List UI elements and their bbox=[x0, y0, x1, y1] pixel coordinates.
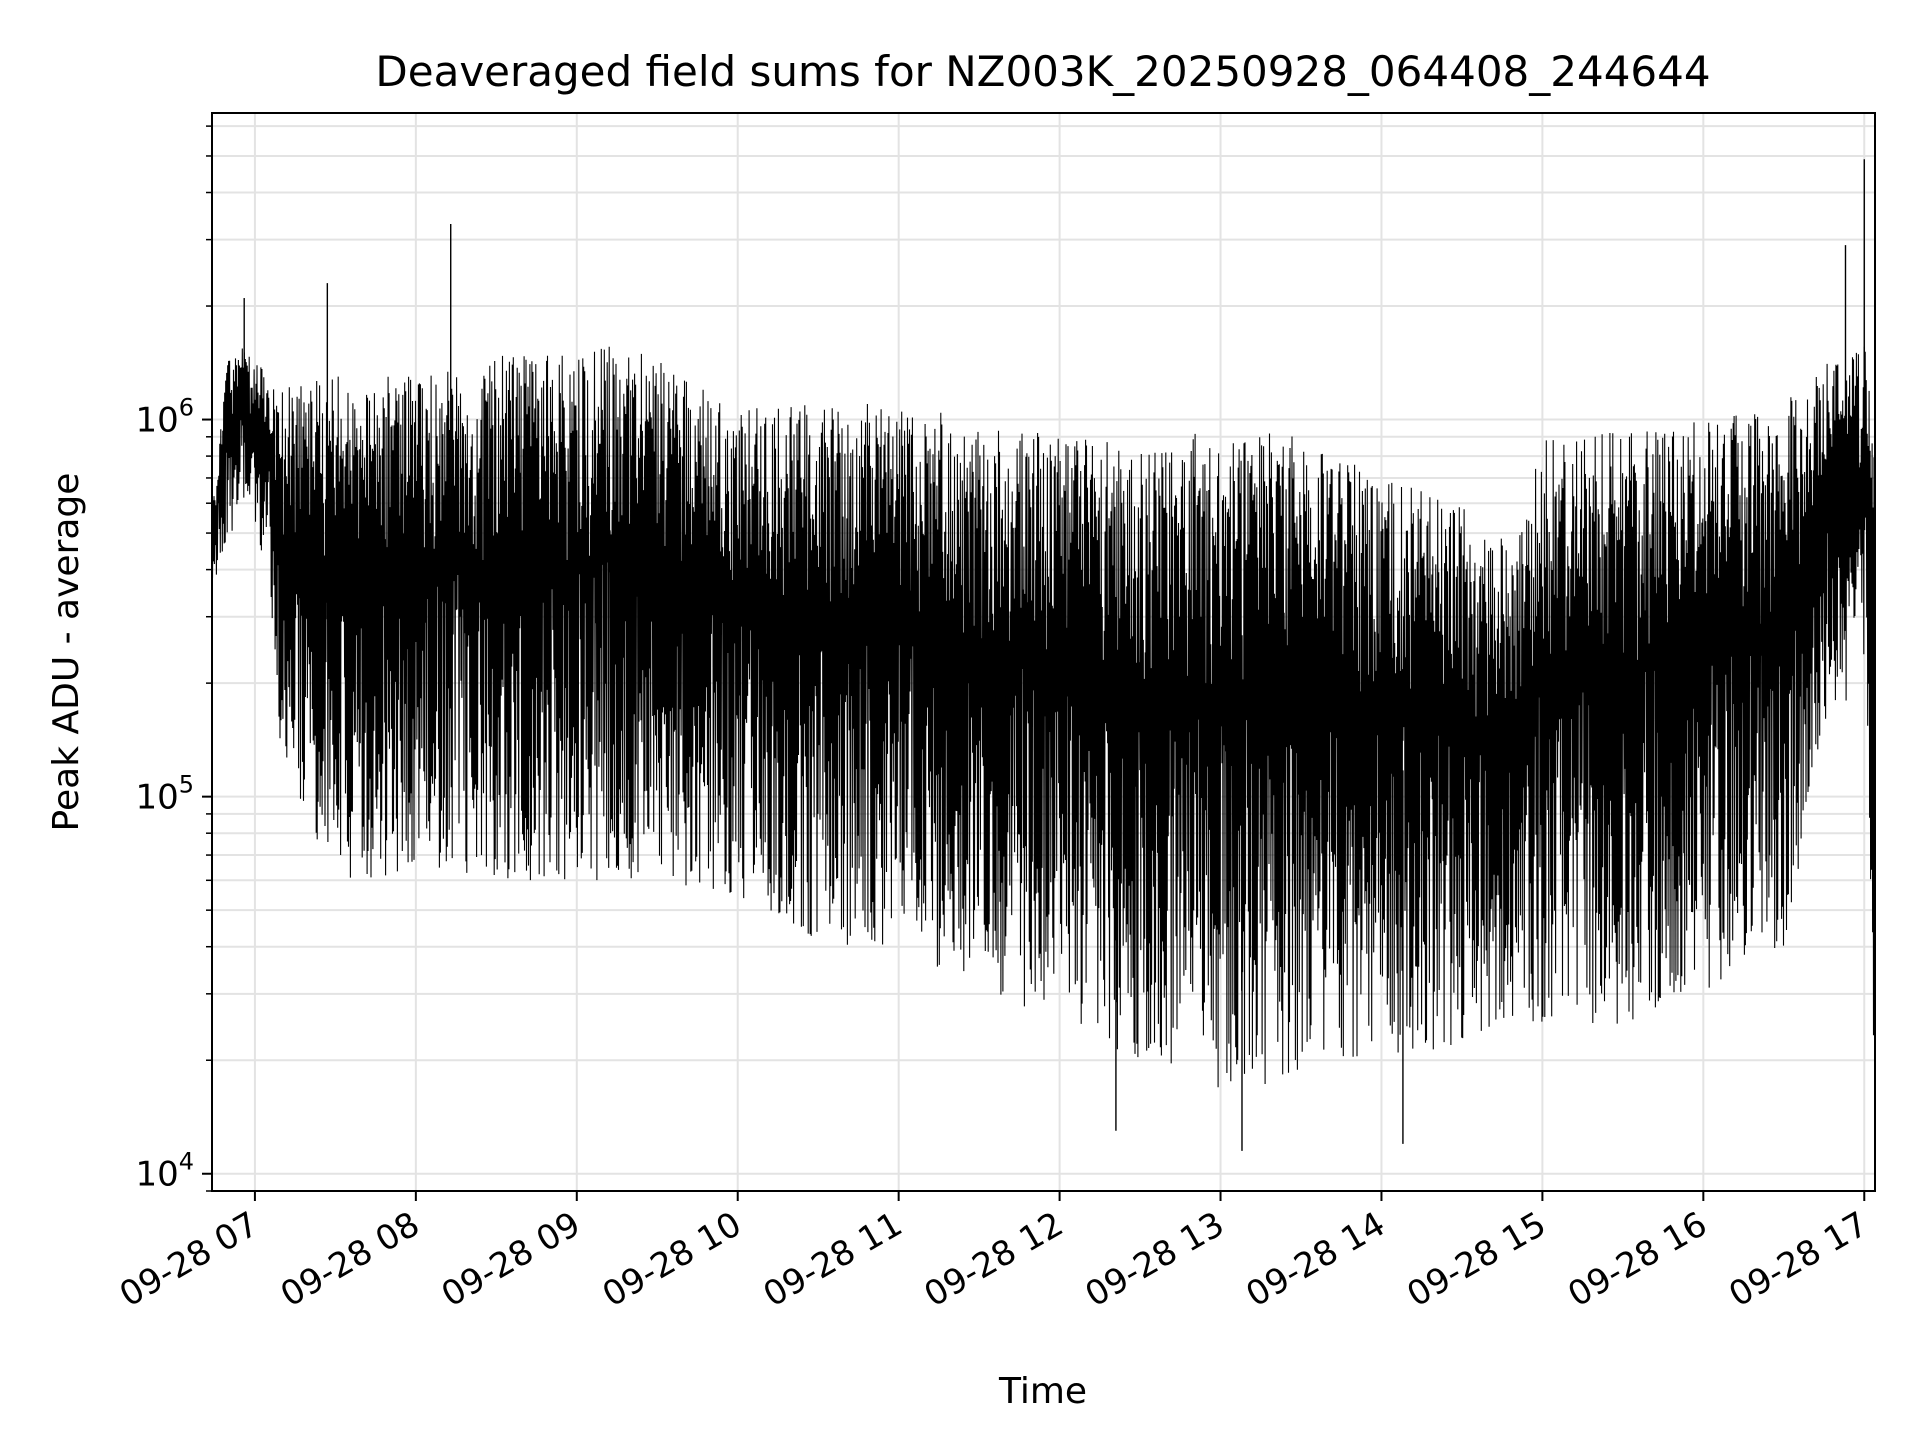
y-tick-label: 104 bbox=[135, 1148, 194, 1195]
series-line bbox=[211, 346, 1876, 1088]
y-tick-label: 105 bbox=[135, 771, 194, 818]
series-peak-adu bbox=[211, 159, 1876, 1151]
chart-title: Deaveraged field sums for NZ003K_2025092… bbox=[375, 47, 1710, 96]
x-axis-label: Time bbox=[998, 1371, 1087, 1412]
y-axis-label: Peak ADU - average bbox=[46, 473, 87, 832]
y-axis: 104 105 106 bbox=[135, 125, 212, 1195]
axes-frame bbox=[211, 112, 1876, 1192]
y-tick-label: 106 bbox=[135, 394, 194, 441]
